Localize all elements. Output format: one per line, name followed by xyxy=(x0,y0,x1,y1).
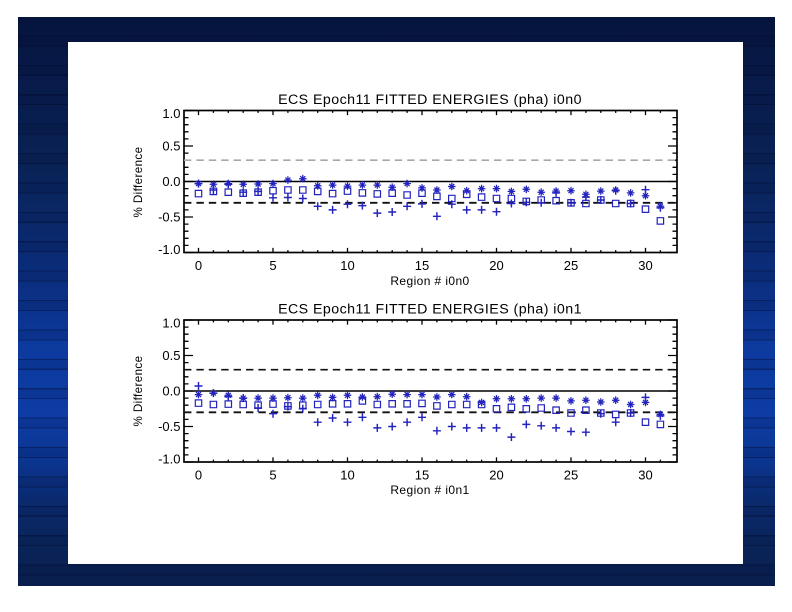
svg-text:% Difference: % Difference xyxy=(132,356,145,427)
svg-text:20: 20 xyxy=(489,258,503,273)
svg-text:% Difference: % Difference xyxy=(132,147,145,218)
svg-text:0: 0 xyxy=(195,468,202,483)
svg-text:10: 10 xyxy=(340,468,354,483)
svg-text:25: 25 xyxy=(564,258,578,273)
svg-text:Region # i0n0: Region # i0n0 xyxy=(390,274,469,288)
svg-text:5: 5 xyxy=(269,258,276,273)
svg-text:-0.5: -0.5 xyxy=(158,210,180,225)
svg-text:0.5: 0.5 xyxy=(162,348,180,363)
svg-text:0: 0 xyxy=(195,258,202,273)
svg-text:0.0: 0.0 xyxy=(162,384,180,399)
svg-text:30: 30 xyxy=(638,258,652,273)
svg-text:0.0: 0.0 xyxy=(162,174,180,189)
svg-text:ECS Epoch11 FITTED ENERGIES (p: ECS Epoch11 FITTED ENERGIES (pha) i0n1 xyxy=(278,302,582,318)
svg-text:-1.0: -1.0 xyxy=(158,451,180,466)
svg-text:1.0: 1.0 xyxy=(162,316,180,331)
svg-text:ECS Epoch11 FITTED ENERGIES (p: ECS Epoch11 FITTED ENERGIES (pha) i0n0 xyxy=(278,92,582,108)
svg-text:-1.0: -1.0 xyxy=(158,242,180,257)
svg-text:10: 10 xyxy=(340,258,354,273)
svg-text:1.0: 1.0 xyxy=(162,106,180,121)
svg-text:-0.5: -0.5 xyxy=(158,419,180,434)
svg-text:Region # i0n1: Region # i0n1 xyxy=(390,483,469,497)
svg-text:30: 30 xyxy=(638,468,652,483)
svg-text:15: 15 xyxy=(415,468,429,483)
svg-text:15: 15 xyxy=(415,258,429,273)
svg-text:20: 20 xyxy=(489,468,503,483)
svg-text:0.5: 0.5 xyxy=(162,139,180,154)
svg-text:25: 25 xyxy=(564,468,578,483)
svg-text:5: 5 xyxy=(269,468,276,483)
